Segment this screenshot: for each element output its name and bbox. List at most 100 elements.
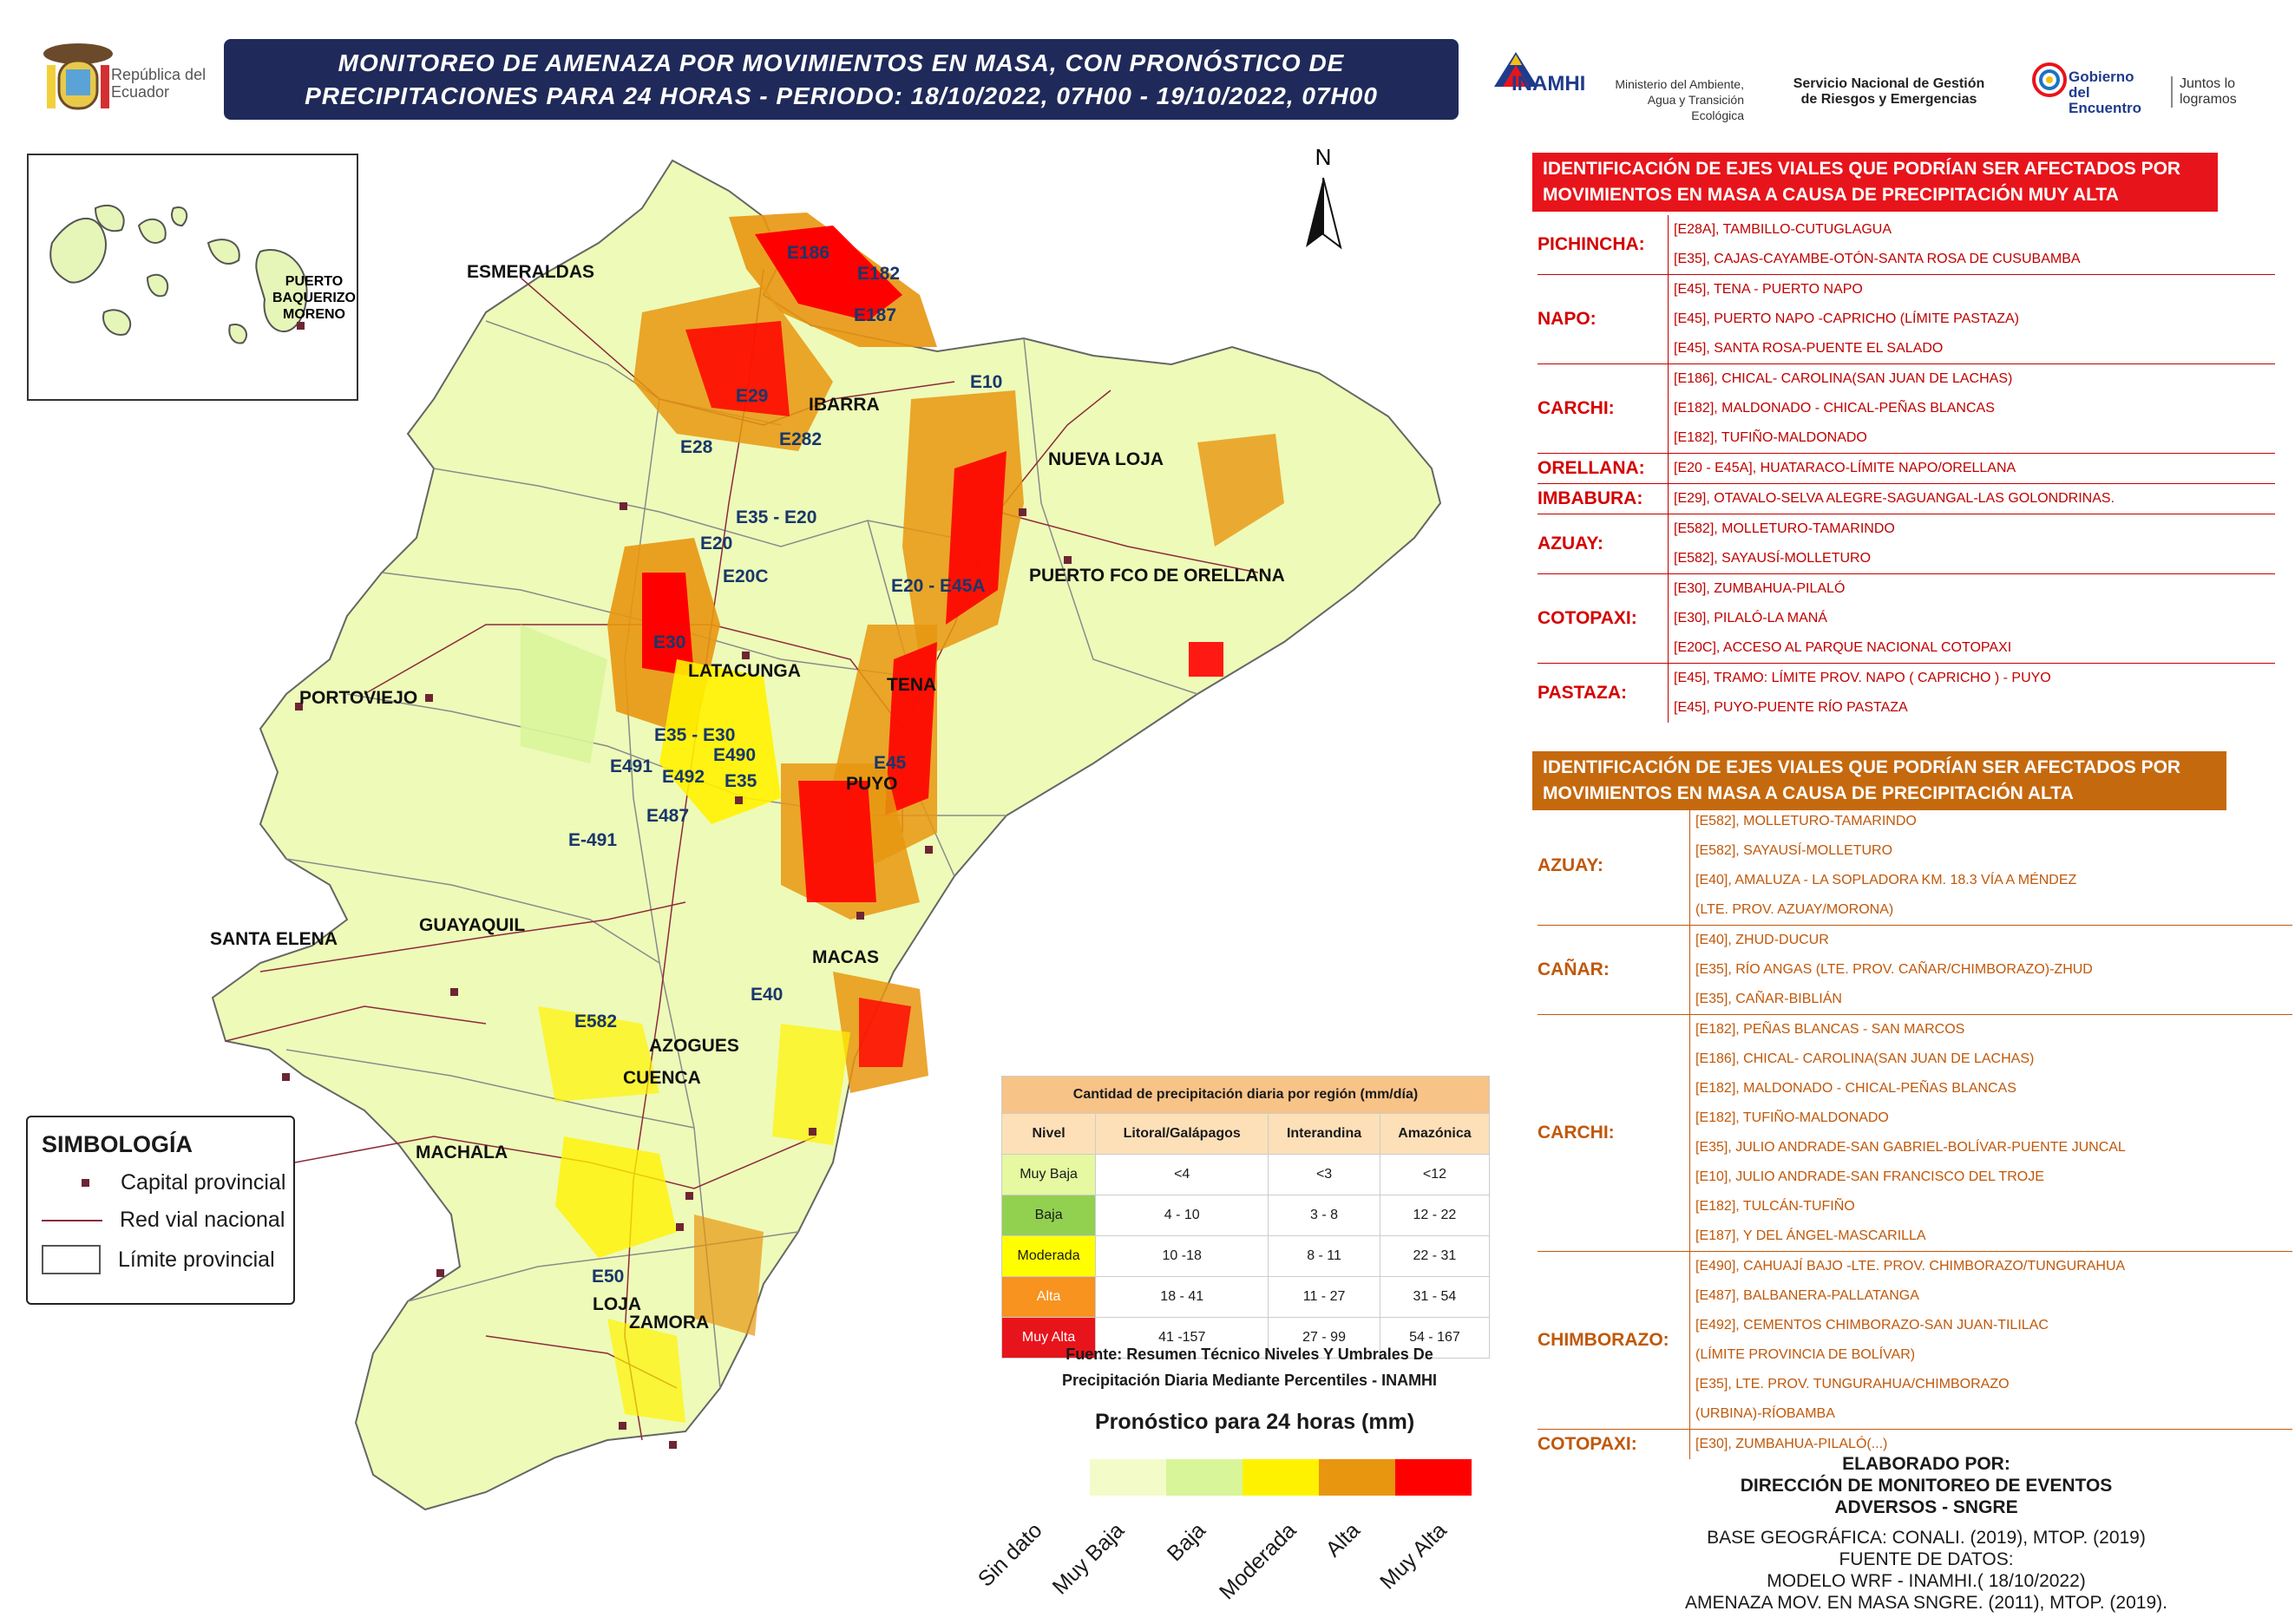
threshold-table: Cantidad de precipitación diaria por reg…: [1000, 1076, 1491, 1359]
road-items: [E186], CHICAL- CAROLINA(SAN JUAN DE LAC…: [1668, 364, 2012, 453]
swatch-sin-dato: [1090, 1459, 1166, 1496]
alta-group: CAÑAR: [E40], ZHUD-DUCUR [E35], RÍO ANGA…: [1538, 926, 2292, 1015]
city-label: LOJA: [593, 1294, 641, 1314]
threshold-row: Alta 18 - 41 11 - 27 31 - 54: [1000, 1276, 1491, 1318]
galapagos-capital-marker: [297, 322, 305, 330]
province-label: CAÑAR:: [1538, 959, 1610, 979]
muy-alta-group: NAPO: [E45], TENA - PUERTO NAPO [E45], P…: [1538, 275, 2275, 364]
road-items: [E582], MOLLETURO-TAMARINDO [E582], SAYA…: [1689, 807, 2076, 925]
road-item: [E20 - E45A], HUATARACO-LÍMITE NAPO/OREL…: [1674, 461, 2016, 475]
city-label: AZOGUES: [649, 1036, 739, 1056]
value-cell: 3 - 8: [1268, 1195, 1380, 1236]
road-item: [E182], PEÑAS BLANCAS - SAN MARCOS: [1695, 1022, 1965, 1037]
alta-header: IDENTIFICACIÓN DE EJES VIALES QUE PODRÍA…: [1532, 751, 2226, 810]
road-item: [E35], LTE. PROV. TUNGURAHUA/CHIMBORAZO: [1695, 1377, 2010, 1392]
road-item: (URBINA)-RÍOBAMBA: [1695, 1406, 1835, 1421]
symbology-title: SIMBOLOGÍA: [42, 1131, 193, 1157]
road-items: [E40], ZHUD-DUCUR [E35], RÍO ANGAS (LTE.…: [1689, 926, 2093, 1014]
road-label: E20: [700, 534, 732, 553]
threshold-row: Baja 4 - 10 3 - 8 12 - 22: [1000, 1195, 1491, 1236]
alta-list: AZUAY: [E582], MOLLETURO-TAMARINDO [E582…: [1538, 807, 2292, 1459]
road-items: [E45], TENA - PUERTO NAPO [E45], PUERTO …: [1668, 275, 2019, 363]
threshold-title-row: Cantidad de precipitación diaria por reg…: [1001, 1076, 1490, 1114]
value-cell: 18 - 41: [1095, 1276, 1269, 1318]
galapagos-islands: [49, 204, 308, 344]
city-label: TENA: [887, 675, 936, 695]
value-cell: 54 - 167: [1379, 1317, 1491, 1359]
road-item: [E182], MALDONADO - CHICAL-PEÑAS BLANCAS: [1695, 1081, 2016, 1096]
road-item: [E582], SAYAUSÍ-MOLLETURO: [1695, 843, 1893, 858]
muy-alta-group: COTOPAXI: [E30], ZUMBAHUA-PILALÓ [E30], …: [1538, 574, 2275, 664]
threshold-col-header: Litoral/Galápagos: [1095, 1113, 1269, 1155]
level-cell: Moderada: [1000, 1235, 1097, 1277]
value-cell: 27 - 99: [1268, 1317, 1380, 1359]
province-label: ORELLANA:: [1538, 458, 1645, 478]
province-label: COTOPAXI:: [1538, 608, 1637, 628]
road-item: [E35], CAJAS-CAYAMBE-OTÓN-SANTA ROSA DE …: [1674, 252, 2081, 266]
road-label: E182: [857, 264, 900, 284]
ministerio-label: Ministerio del Ambiente, Agua y Transici…: [1615, 77, 1744, 122]
alta-group: AZUAY: [E582], MOLLETURO-TAMARINDO [E582…: [1538, 807, 2292, 926]
city-label: PUERTO FCO DE ORELLANA: [1029, 566, 1285, 586]
precipitation-layer: [521, 213, 1284, 1423]
province-label: AZUAY:: [1538, 855, 1603, 875]
road-line-icon: [42, 1219, 102, 1221]
province-label: CARCHI:: [1538, 1123, 1615, 1143]
swatch-alta: [1395, 1459, 1472, 1496]
road-legend-item: Red vial nacional: [42, 1208, 293, 1233]
province-label: AZUAY:: [1538, 534, 1603, 553]
province-label: IMBABURA:: [1538, 488, 1643, 508]
threshold-title: Cantidad de precipitación diaria por reg…: [1001, 1076, 1490, 1114]
value-cell: <12: [1379, 1154, 1491, 1195]
road-label: E490: [713, 745, 756, 765]
road-items: [E582], MOLLETURO-TAMARINDO [E582], SAYA…: [1668, 514, 1895, 573]
value-cell: 12 - 22: [1379, 1195, 1491, 1236]
level-cell: Muy Baja: [1000, 1154, 1097, 1195]
city-label: IBARRA: [809, 395, 880, 415]
road-label: E491: [610, 756, 652, 776]
road-item: [E182], TUFIÑO-MALDONADO: [1695, 1110, 1889, 1125]
road-item: [E186], CHICAL- CAROLINA(SAN JUAN DE LAC…: [1674, 371, 2013, 386]
swatch-baja: [1243, 1459, 1319, 1496]
north-label: N: [1315, 144, 1332, 170]
fuente-label: FUENTE DE DATOS:: [1839, 1549, 2014, 1569]
road-label: E35 - E20: [736, 508, 816, 527]
threshold-row: Muy Alta 41 -157 27 - 99 54 - 167: [1000, 1317, 1491, 1359]
road-items: [E182], PEÑAS BLANCAS - SAN MARCOS [E186…: [1689, 1015, 2126, 1251]
road-item: [E45], PUYO-PUENTE RÍO PASTAZA: [1674, 700, 1908, 715]
republica-label: República del Ecuador: [111, 66, 207, 101]
capital-markers: [282, 502, 1072, 1449]
map-title: MONITOREO DE AMENAZA POR MOVIMIENTOS EN …: [224, 39, 1459, 120]
republica-logo: República del Ecuador: [35, 35, 208, 130]
road-item: [E45], PUERTO NAPO -CAPRICHO (LÍMITE PAS…: [1674, 311, 2019, 326]
road-item: [E487], BALBANERA-PALLATANGA: [1695, 1288, 1919, 1303]
province-label: NAPO:: [1538, 309, 1597, 329]
road-items: [E30], ZUMBAHUA-PILALÓ(...): [1689, 1430, 1887, 1459]
province-label: CHIMBORAZO:: [1538, 1330, 1669, 1350]
amenaza-label: AMENAZA MOV. EN MASA SNGRE. (2011), MTOP…: [1685, 1593, 2167, 1613]
road-item: [E30], ZUMBAHUA-PILALÓ(...): [1695, 1437, 1888, 1451]
inamhi-logo: INAMHI: [1485, 48, 1616, 108]
road-label: E187: [854, 305, 896, 325]
road-label: E20 - E45A: [891, 576, 986, 596]
road-item: [E45], TENA - PUERTO NAPO: [1674, 282, 1863, 297]
muy-alta-group: IMBABURA: [E29], OTAVALO-SELVA ALEGRE-SA…: [1538, 484, 2275, 514]
value-cell: 8 - 11: [1268, 1235, 1380, 1277]
road-legend-label: Red vial nacional: [120, 1208, 285, 1232]
road-item: [E28A], TAMBILLO-CUTUGLAGUA: [1674, 222, 1892, 237]
road-label: E30: [653, 632, 685, 652]
road-label: E35: [725, 771, 757, 791]
road-item: [E30], PILALÓ-LA MANÁ: [1674, 611, 1827, 625]
city-label: CUENCA: [623, 1068, 701, 1088]
value-cell: 4 - 10: [1095, 1195, 1269, 1236]
road-label: E186: [787, 243, 829, 263]
road-items: [E490], CAHUAJÍ BAJO -LTE. PROV. CHIMBOR…: [1689, 1252, 2125, 1429]
north-arrow-icon: N: [1306, 144, 1342, 250]
capital-marker-icon: [82, 1179, 89, 1187]
road-label: E487: [646, 806, 689, 826]
road-label: E40: [751, 985, 783, 1005]
value-cell: 22 - 31: [1379, 1235, 1491, 1277]
road-item: [E35], RÍO ANGAS (LTE. PROV. CAÑAR/CHIMB…: [1695, 962, 2093, 977]
road-label: E20C: [723, 566, 769, 586]
province-label: PASTAZA:: [1538, 683, 1628, 703]
